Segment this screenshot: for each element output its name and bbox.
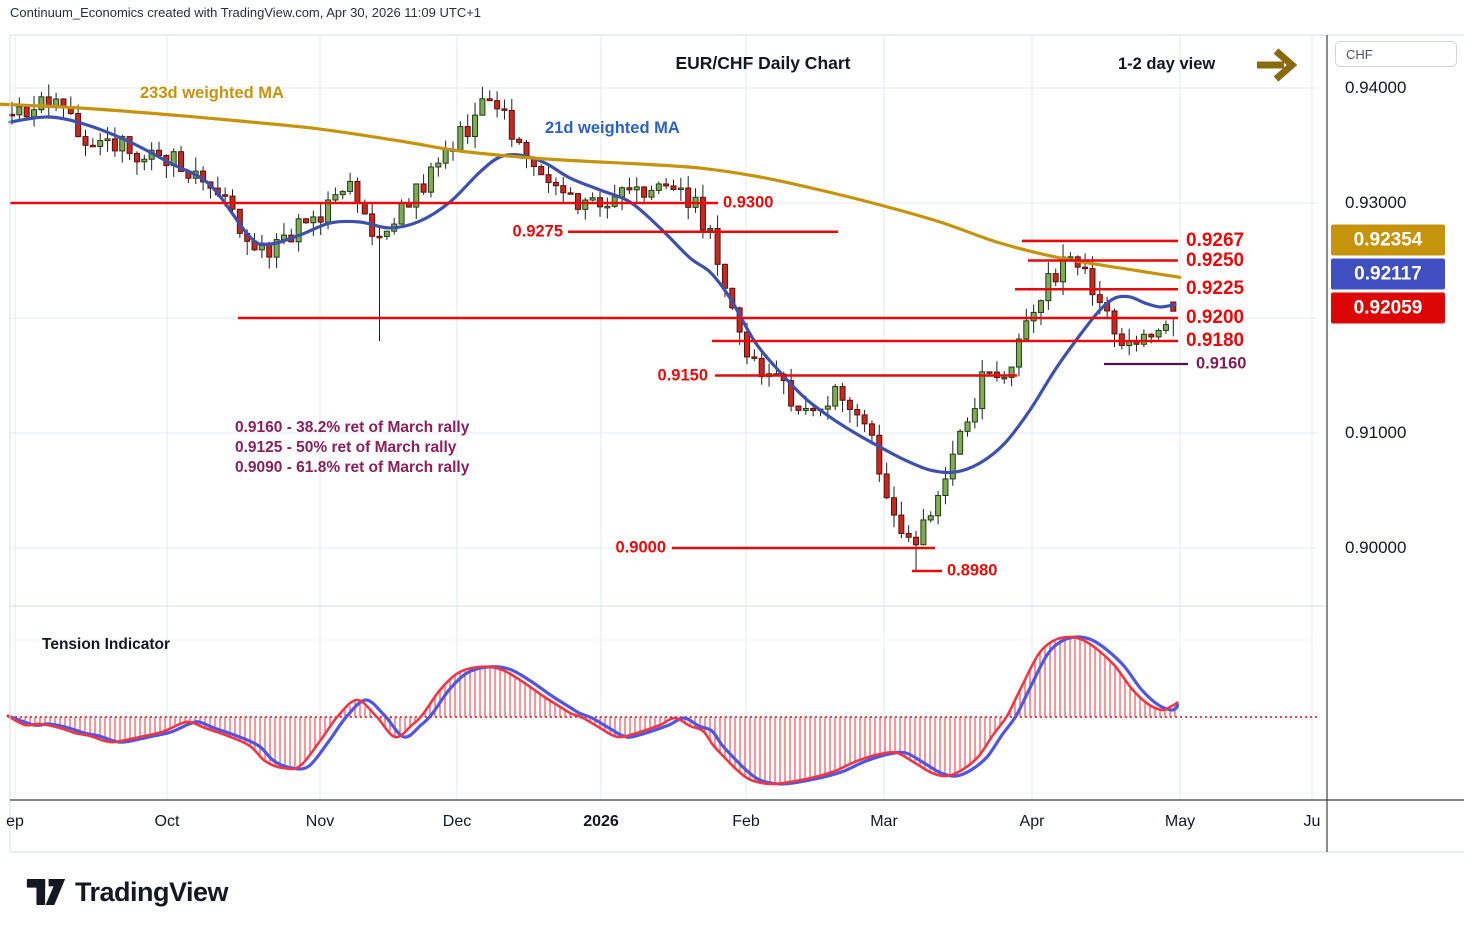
price-badge-233d-weighted-MA: 0.92354 xyxy=(1331,224,1445,256)
price-tick-0.94000: 0.94000 xyxy=(1345,78,1407,97)
price-tick-0.91000: 0.91000 xyxy=(1345,423,1407,442)
time-tick-2026: 2026 xyxy=(583,813,619,830)
time-tick-Nov: Nov xyxy=(305,813,335,830)
right-arrow-icon xyxy=(1254,47,1300,83)
time-tick-ep: ep xyxy=(6,813,24,830)
tradingview-logo-text: TradingView xyxy=(75,876,229,907)
price-badge-21d-weighted-MA: 0.92117 xyxy=(1331,258,1445,290)
time-tick-Ju: Ju xyxy=(1303,813,1321,830)
time-tick-Mar: Mar xyxy=(870,813,898,830)
price-tick-0.93000: 0.93000 xyxy=(1345,193,1407,212)
time-tick-Feb: Feb xyxy=(732,813,760,830)
tradingview-logo-icon xyxy=(26,878,66,906)
time-axis[interactable]: ep Oct Nov Dec 2026 Feb Mar Apr May Ju xyxy=(6,801,1464,851)
time-tick-Dec: Dec xyxy=(442,813,472,830)
time-tick-May: May xyxy=(1164,813,1196,830)
price-scale-axis[interactable]: CHF 0.94000 0.93000 0.91000 0.90000 0.92354 0… xyxy=(1327,35,1474,852)
price-tick-0.90000: 0.90000 xyxy=(1345,538,1407,557)
currency-unit-button[interactable]: CHF xyxy=(1335,41,1457,67)
currency-label: CHF xyxy=(1346,46,1373,62)
time-tick-Oct: Oct xyxy=(154,813,180,830)
tradingview-logo[interactable]: TradingView xyxy=(26,872,229,912)
price-badge-last-close: 0.92059 xyxy=(1331,292,1445,324)
time-tick-Apr: Apr xyxy=(1019,813,1045,830)
